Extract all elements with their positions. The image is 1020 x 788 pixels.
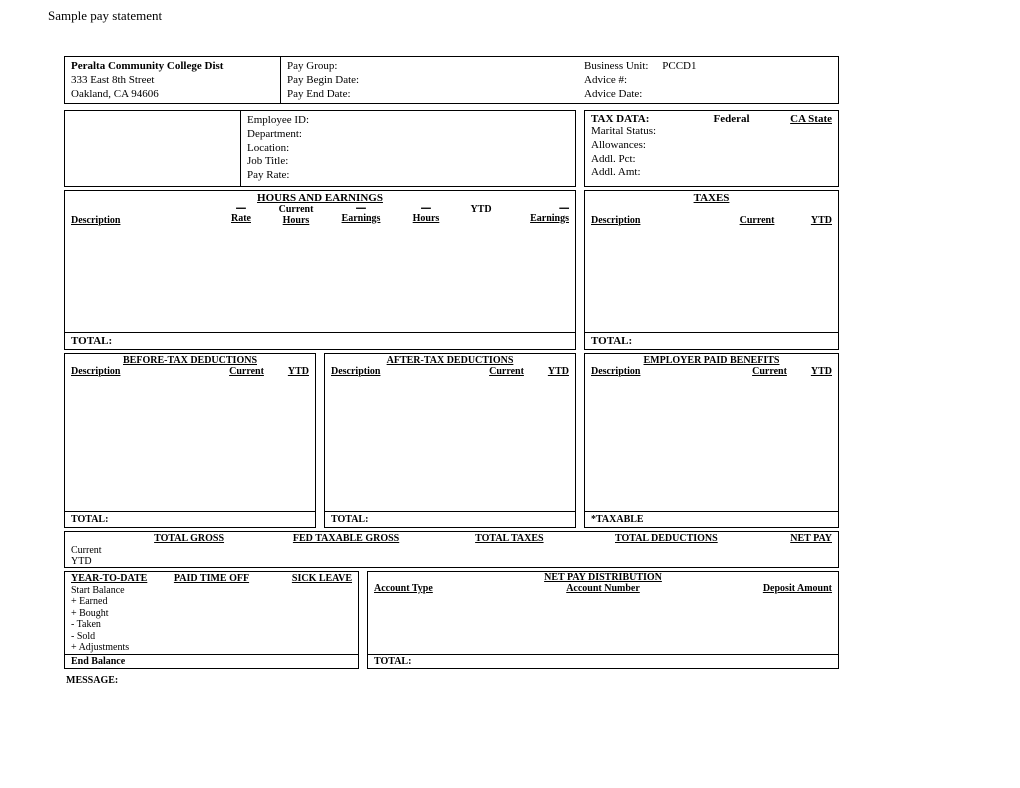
pto-sick-header: SICK LEAVE [258,573,352,584]
bt-desc: Description [71,366,219,377]
employer-addr1: 333 East 8th Street [71,74,274,88]
employee-fields: Employee ID: Department: Location: Job T… [240,111,575,186]
pto-adj: + Adjustments [71,642,352,654]
bu-value: PCCD1 [662,60,696,72]
ts-current-label: Current [65,545,120,556]
net-total: TOTAL: [368,654,838,668]
he-title: HOURS AND EARNINGS [65,191,575,204]
ep-ytd: YTD [797,366,832,377]
he-current-label: Current [266,204,326,215]
net-title: NET PAY DISTRIBUTION [368,572,838,583]
tax-federal-header: Federal [686,113,777,125]
pto-pto-header: PAID TIME OFF [165,573,259,584]
deductions-row: BEFORE-TAX DEDUCTIONS Description Curren… [64,353,839,528]
employer-address: Peralta Community College Dist 333 East … [65,57,280,103]
tx-ytd-label: YTD [787,215,832,226]
employee-box: Employee ID: Department: Location: Job T… [64,110,576,187]
ep-taxable: *TAXABLE [585,511,838,527]
employer-addr2: Oakland, CA 94606 [71,88,274,102]
business-unit-col: Business Unit: PCCD1 Advice #: Advice Da… [578,57,838,103]
employer-paid-box: EMPLOYER PAID BENEFITS Description Curre… [584,353,839,528]
pto-sold: - Sold [71,631,352,643]
ts-net: NET PAY [748,532,838,545]
pay-begin-label: Pay Begin Date: [287,74,572,88]
taxes-box: TAXES Description Current YTD TOTAL: [584,190,839,350]
at-current: Current [479,366,534,377]
he-earn2-label: Earnings [506,213,569,224]
taxes-title: TAXES [585,191,838,204]
tx-total: TOTAL: [585,332,838,349]
taxes-columns: Description Current YTD [585,204,838,228]
net-acct-type: Account Type [374,583,527,594]
pto-end: End Balance [65,654,358,668]
after-tax-box: AFTER-TAX DEDUCTIONS Description Current… [324,353,576,528]
bottom-row: YEAR-TO-DATE PAID TIME OFF SICK LEAVE St… [64,571,839,669]
employee-name-area [65,111,240,186]
bt-total: TOTAL: [65,511,315,527]
ts-ytd-label: YTD [65,556,120,567]
tax-state-header: CA State [777,113,832,125]
he-columns: Description ━━ Rate Current Hours ━━ Ear… [65,204,575,228]
pto-start: Start Balance [71,585,352,597]
tax-addlamt-label: Addl. Amt: [591,166,832,180]
before-tax-box: BEFORE-TAX DEDUCTIONS Description Curren… [64,353,316,528]
at-desc: Description [331,366,479,377]
he-total: TOTAL: [65,332,575,349]
emp-id-label: Employee ID: [247,114,569,128]
pto-earned: + Earned [71,596,352,608]
pay-group-label: Pay Group: [287,60,572,74]
ts-ded: TOTAL DEDUCTIONS [585,532,748,545]
hours-taxes-row: HOURS AND EARNINGS Description ━━ Rate C… [64,190,839,350]
header-box: Peralta Community College Dist 333 East … [64,56,839,104]
tax-marital-label: Marital Status: [591,125,832,139]
pto-taken: - Taken [71,619,352,631]
at-total: TOTAL: [325,511,575,527]
employee-tax-row: Employee ID: Department: Location: Job T… [64,110,839,187]
tx-current-label: Current [727,215,787,226]
emp-dept-label: Department: [247,128,569,142]
advice-date-label: Advice Date: [584,88,832,102]
hours-earnings-box: HOURS AND EARNINGS Description ━━ Rate C… [64,190,576,350]
tx-desc-label: Description [591,215,727,226]
ts-fed: FED TAXABLE GROSS [258,532,434,545]
bu-label: Business Unit: [584,60,648,72]
pay-group-col: Pay Group: Pay Begin Date: Pay End Date: [280,57,578,103]
after-tax-title: AFTER-TAX DEDUCTIONS [325,354,575,366]
net-acct-num: Account Number [527,583,680,594]
emp-loc-label: Location: [247,142,569,156]
message-label: MESSAGE: [64,669,839,686]
tax-data-box: TAX DATA: Federal CA State Marital Statu… [584,110,839,187]
page-title: Sample pay statement [48,8,162,24]
he-ytd-label: YTD [456,204,506,215]
totals-strip: TOTAL GROSS FED TAXABLE GROSS TOTAL TAXE… [64,531,839,568]
he-earn1-label: Earnings [326,213,396,224]
emp-rate-label: Pay Rate: [247,169,569,183]
pto-box: YEAR-TO-DATE PAID TIME OFF SICK LEAVE St… [64,571,359,669]
pay-stub: Peralta Community College Dist 333 East … [64,56,839,686]
he-hours2-label: Hours [396,213,456,224]
tax-allow-label: Allowances: [591,139,832,153]
employer-name: Peralta Community College Dist [71,60,274,74]
at-ytd: YTD [534,366,569,377]
advice-num-label: Advice #: [584,74,832,88]
emp-title-label: Job Title: [247,155,569,169]
net-dep-amt: Deposit Amount [679,583,832,594]
he-rate-label: Rate [216,213,266,224]
ts-gross: TOTAL GROSS [120,532,258,545]
pto-bought: + Bought [71,608,352,620]
ep-current: Current [742,366,797,377]
tax-data-header: TAX DATA: [591,113,686,125]
pay-end-label: Pay End Date: [287,88,572,102]
bt-ytd: YTD [274,366,309,377]
before-tax-title: BEFORE-TAX DEDUCTIONS [65,354,315,366]
bt-current: Current [219,366,274,377]
pto-ytd-header: YEAR-TO-DATE [71,573,165,584]
he-desc-label: Description [71,215,216,226]
net-pay-box: NET PAY DISTRIBUTION Account Type Accoun… [367,571,839,669]
ep-desc: Description [591,366,742,377]
he-hours1-label: Hours [266,215,326,226]
ts-taxes: TOTAL TAXES [434,532,585,545]
tax-addlpct-label: Addl. Pct: [591,153,832,167]
employer-paid-title: EMPLOYER PAID BENEFITS [585,354,838,366]
